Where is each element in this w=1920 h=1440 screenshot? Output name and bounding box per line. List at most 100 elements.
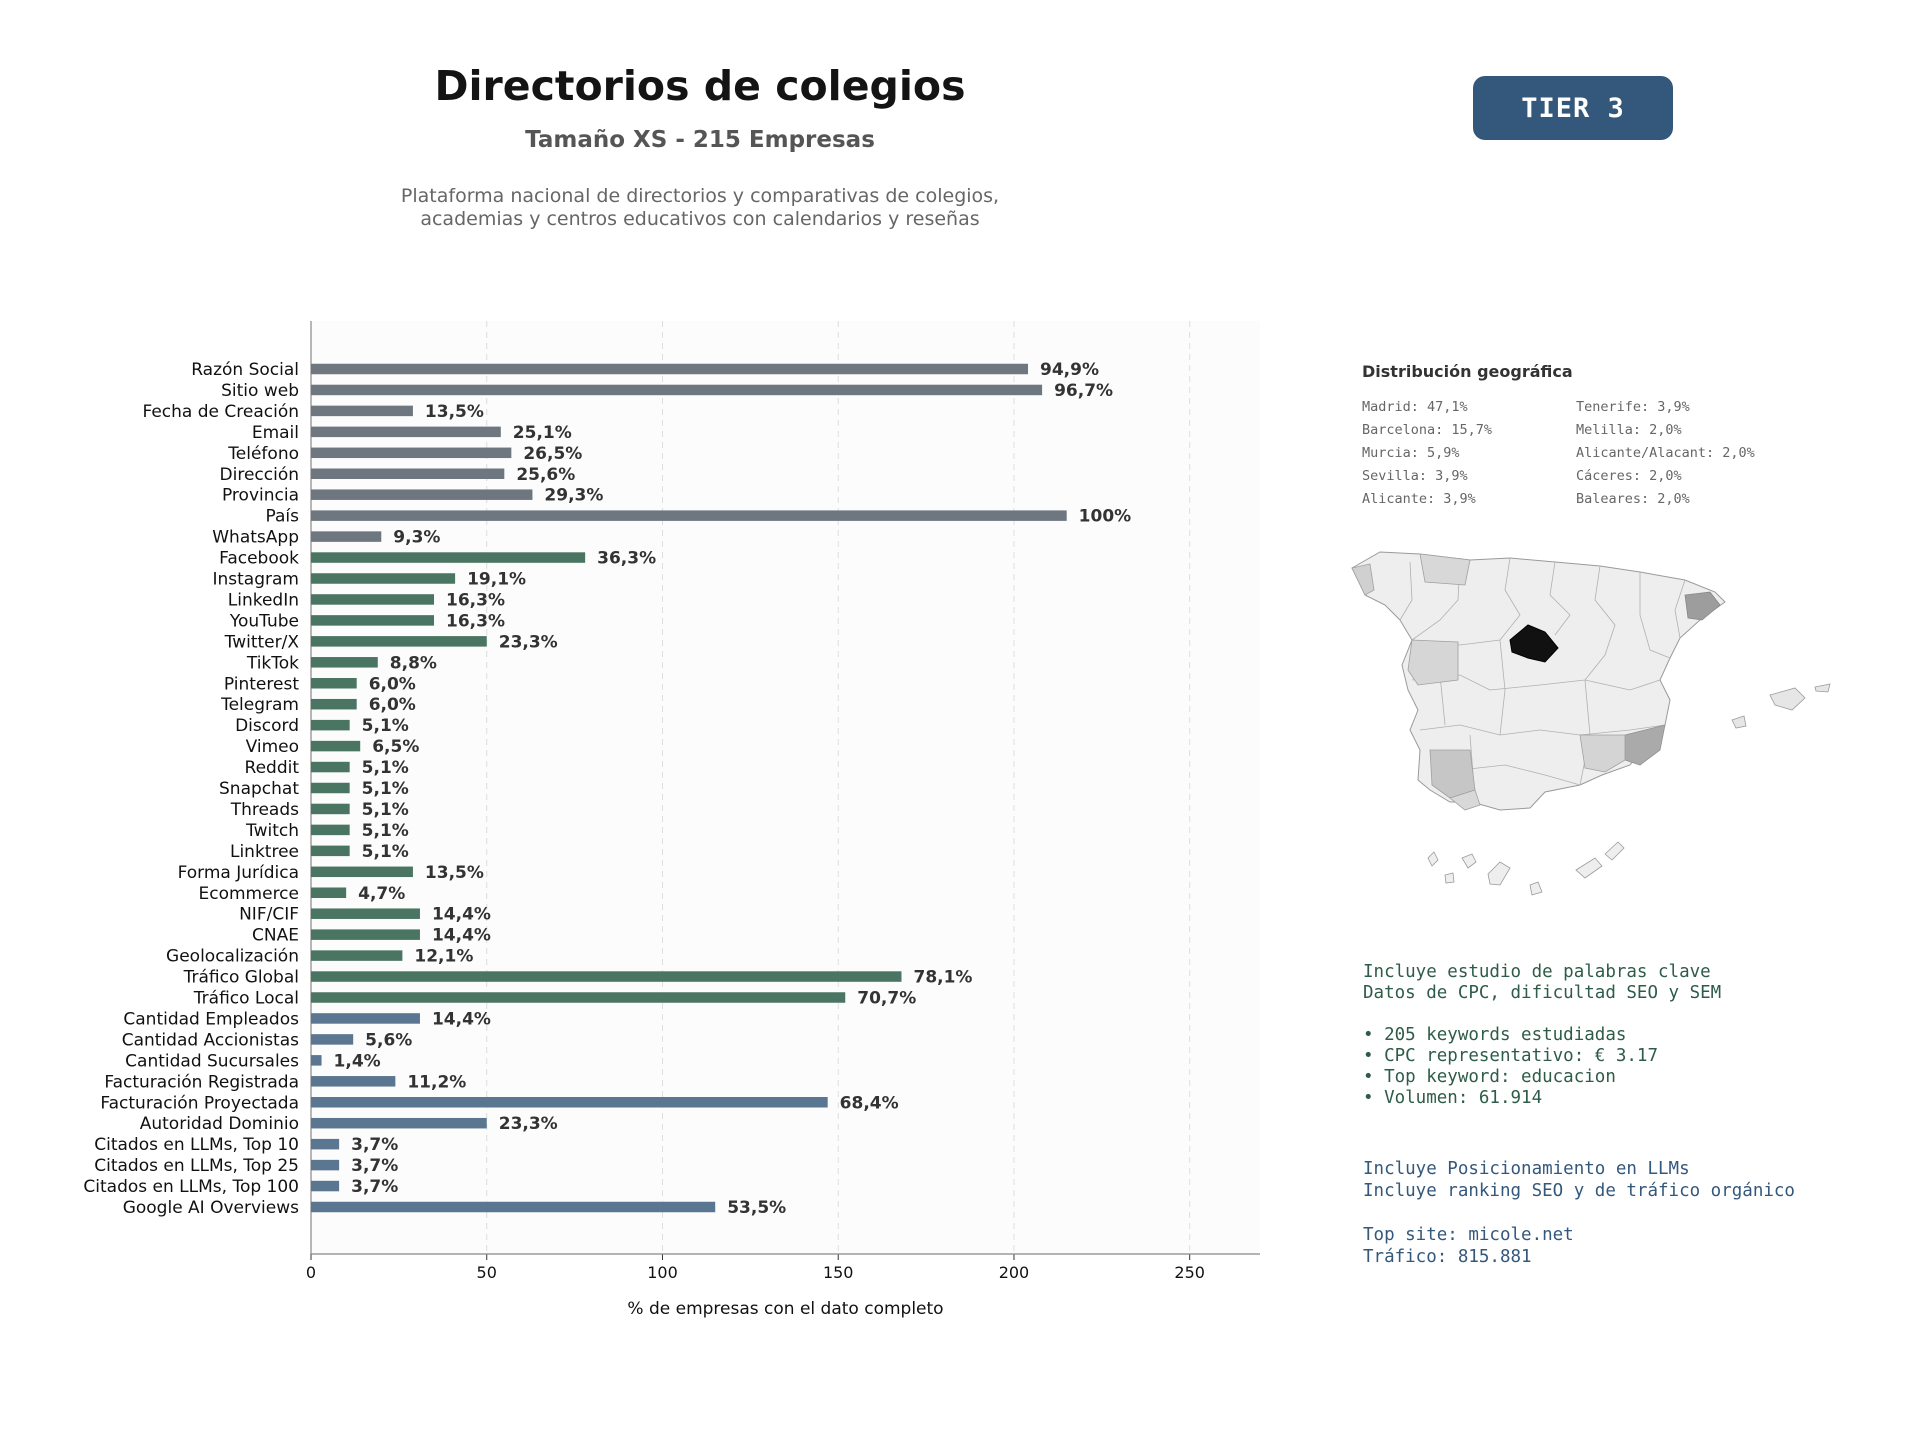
data-label: 5,1% bbox=[362, 842, 409, 862]
data-label: 78,1% bbox=[913, 968, 972, 988]
x-tick-label: 200 bbox=[999, 1263, 1030, 1282]
bar bbox=[311, 992, 846, 1003]
category-label: Cantidad Sucursales bbox=[125, 1051, 299, 1071]
map-island-mallorca bbox=[1769, 687, 1806, 711]
data-label: 5,1% bbox=[362, 758, 409, 778]
category-label: Linktree bbox=[230, 842, 299, 862]
bar bbox=[311, 636, 487, 647]
page-title: Directorios de colegios bbox=[434, 62, 966, 110]
category-label: Facturación Registrada bbox=[104, 1072, 299, 1092]
category-label: LinkedIn bbox=[228, 590, 299, 610]
keyword-line: Incluye estudio de palabras clave bbox=[1363, 962, 1711, 982]
bar bbox=[311, 719, 350, 731]
bar bbox=[311, 908, 420, 919]
bar bbox=[311, 468, 505, 479]
bar bbox=[311, 1180, 340, 1192]
description-line: academias y centros educativos con calen… bbox=[420, 208, 980, 230]
category-label: Geolocalización bbox=[166, 947, 299, 967]
keyword-line: Datos de CPC, dificultad SEO y SEM bbox=[1363, 983, 1722, 1003]
category-label: Sitio web bbox=[221, 381, 299, 401]
data-label: 5,1% bbox=[362, 779, 409, 799]
category-label: Citados en LLMs, Top 25 bbox=[94, 1156, 299, 1176]
geo-item: Madrid: 47,1% bbox=[1362, 399, 1468, 415]
bar bbox=[311, 1097, 828, 1108]
data-label: 16,3% bbox=[446, 611, 505, 631]
data-label: 100% bbox=[1079, 507, 1132, 527]
top-traffic-line: Tráfico: 815.881 bbox=[1363, 1247, 1532, 1267]
bar bbox=[311, 405, 413, 417]
category-label: Facebook bbox=[219, 549, 299, 569]
category-label: Cantidad Accionistas bbox=[122, 1030, 299, 1050]
map-region-alicante bbox=[1579, 734, 1626, 773]
bar bbox=[311, 1076, 396, 1087]
geo-item: Sevilla: 3,9% bbox=[1362, 468, 1468, 484]
bar bbox=[311, 803, 350, 815]
category-label: Reddit bbox=[245, 758, 300, 778]
keyword-bullet: • 205 keywords estudiadas bbox=[1363, 1025, 1627, 1045]
category-label: Instagram bbox=[213, 570, 300, 590]
data-label: 70,7% bbox=[857, 989, 916, 1009]
keyword-bullet: • Volumen: 61.914 bbox=[1363, 1088, 1543, 1108]
data-label: 3,7% bbox=[351, 1156, 398, 1176]
map-peninsula bbox=[1351, 551, 1726, 811]
bar bbox=[311, 1201, 716, 1213]
map-region-barcelona bbox=[1684, 591, 1721, 621]
category-label: Provincia bbox=[222, 486, 299, 506]
data-label: 5,6% bbox=[365, 1030, 412, 1050]
llm-line: Incluye ranking SEO y de tráfico orgánic… bbox=[1363, 1181, 1795, 1201]
category-label: Google AI Overviews bbox=[123, 1198, 299, 1218]
bar bbox=[311, 531, 382, 542]
map-region-caceres bbox=[1407, 639, 1459, 686]
bar bbox=[311, 573, 456, 584]
data-label: 5,1% bbox=[362, 800, 409, 820]
bar bbox=[311, 489, 533, 500]
geo-distribution-list: Madrid: 47,1% Tenerife: 3,9% Barcelona: … bbox=[1362, 399, 1782, 507]
category-label: NIF/CIF bbox=[239, 905, 299, 925]
top-site-line: Top site: micole.net bbox=[1363, 1225, 1574, 1245]
category-label: TikTok bbox=[246, 653, 299, 673]
data-label: 3,7% bbox=[351, 1135, 398, 1155]
category-label: Citados en LLMs, Top 100 bbox=[83, 1177, 299, 1197]
geo-title: Distribución geográfica bbox=[1362, 362, 1573, 381]
bar bbox=[311, 1117, 487, 1129]
bar bbox=[311, 657, 378, 668]
data-label: 8,8% bbox=[390, 653, 437, 673]
category-label: Facturación Proyectada bbox=[100, 1093, 299, 1113]
data-label: 96,7% bbox=[1054, 381, 1113, 401]
bar bbox=[311, 552, 586, 563]
data-label: 68,4% bbox=[840, 1093, 899, 1113]
spain-map bbox=[1351, 551, 1831, 896]
data-label: 26,5% bbox=[523, 444, 582, 464]
data-label: 23,3% bbox=[499, 632, 558, 652]
geo-item: Baleares: 2,0% bbox=[1576, 491, 1690, 507]
data-label: 19,1% bbox=[467, 570, 526, 590]
data-label: 6,0% bbox=[369, 674, 416, 694]
keyword-bullet: • Top keyword: educacion bbox=[1363, 1067, 1616, 1087]
data-label: 14,4% bbox=[432, 926, 491, 946]
data-label: 4,7% bbox=[358, 884, 405, 904]
category-label: CNAE bbox=[252, 926, 299, 946]
plot-area bbox=[311, 321, 1260, 1254]
x-tick-label: 250 bbox=[1174, 1263, 1205, 1282]
bar bbox=[311, 866, 413, 878]
data-label: 6,5% bbox=[372, 737, 419, 757]
category-label: Twitter/X bbox=[224, 632, 300, 652]
bar bbox=[311, 384, 1043, 396]
bar bbox=[311, 887, 347, 898]
keyword-bullet: • CPC representativo: € 3.17 bbox=[1363, 1046, 1659, 1066]
data-label: 6,0% bbox=[369, 695, 416, 715]
bar bbox=[311, 1138, 340, 1150]
data-label: 25,1% bbox=[513, 423, 572, 443]
data-label: 53,5% bbox=[727, 1198, 786, 1218]
category-label: Autoridad Dominio bbox=[140, 1114, 299, 1134]
bar bbox=[311, 761, 350, 773]
bar bbox=[311, 950, 403, 961]
bar bbox=[311, 1159, 340, 1171]
x-tick-label: 150 bbox=[823, 1263, 854, 1282]
bar bbox=[311, 594, 435, 605]
bar bbox=[311, 698, 357, 710]
data-label: 12,1% bbox=[414, 947, 473, 967]
x-tick-label: 50 bbox=[477, 1263, 497, 1282]
map-island-menorca bbox=[1814, 683, 1831, 693]
geo-item: Alicante: 3,9% bbox=[1362, 491, 1476, 507]
